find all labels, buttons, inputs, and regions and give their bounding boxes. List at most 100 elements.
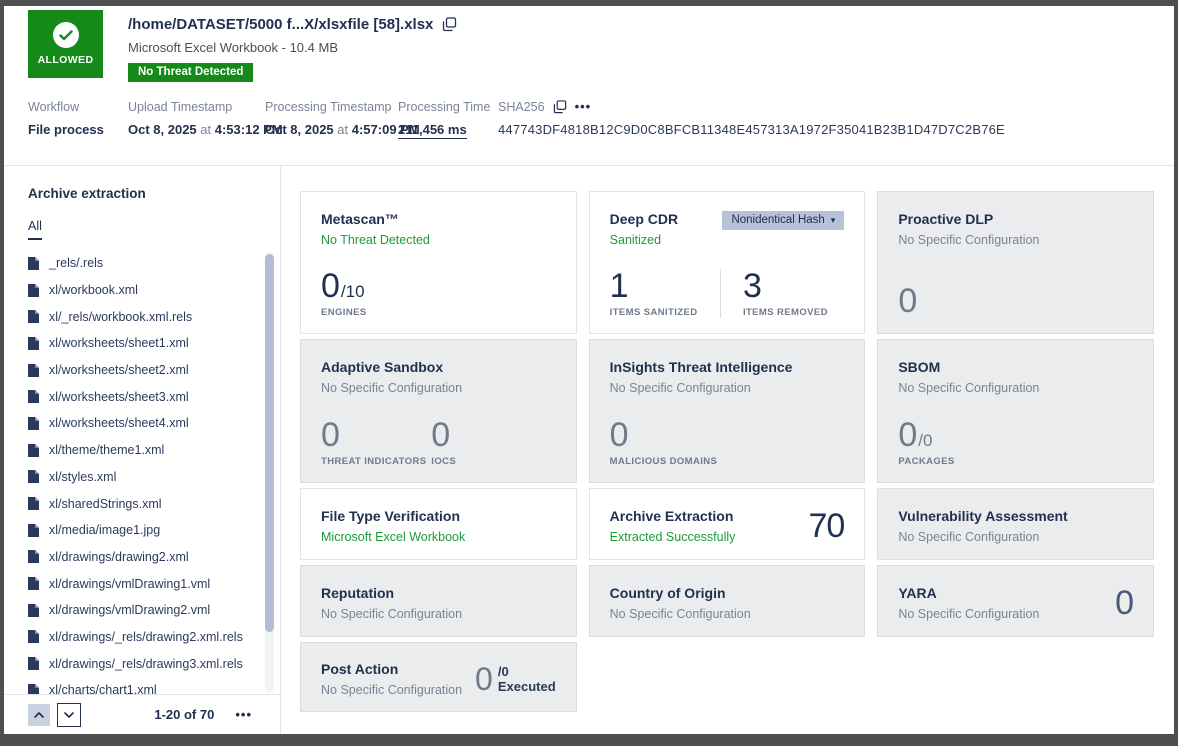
- post-action-suffix: /0: [497, 664, 509, 679]
- metascan-title: Metascan™: [321, 211, 399, 227]
- card-file-type-verification[interactable]: File Type Verification Microsoft Excel W…: [300, 488, 577, 560]
- sidebar-title: Archive extraction: [28, 186, 146, 201]
- vulnerability-assessment-status: No Specific Configuration: [898, 530, 1040, 544]
- card-reputation: Reputation No Specific Configuration: [300, 565, 577, 637]
- sbom-title: SBOM: [898, 359, 941, 375]
- file-list-item[interactable]: xl/worksheets/sheet4.xml: [28, 410, 258, 437]
- processing-duration-link[interactable]: 211,456 ms: [398, 122, 467, 139]
- threat-indicators-value: 0: [321, 416, 340, 454]
- file-icon: [28, 630, 39, 644]
- file-icon: [28, 256, 39, 270]
- card-deep-cdr[interactable]: Deep CDR Sanitized Nonidentical Hash ▾ 1 …: [588, 191, 866, 334]
- extracted-file-list: _rels/.rels xl/workbook.xml xl/_rels/wor…: [28, 250, 280, 694]
- upload-timestamp-label: Upload Timestamp: [128, 100, 233, 114]
- file-icon: [28, 390, 39, 404]
- file-list-item[interactable]: xl/_rels/workbook.xml.rels: [28, 303, 258, 330]
- file-list-item[interactable]: xl/worksheets/sheet2.xml: [28, 357, 258, 384]
- vulnerability-assessment-title: Vulnerability Assessment: [898, 508, 1068, 524]
- copy-sha256-icon[interactable]: [553, 100, 567, 114]
- reputation-status: No Specific Configuration: [321, 607, 463, 621]
- workflow-value: File process: [28, 122, 104, 137]
- card-archive-extraction[interactable]: Archive Extraction Extracted Successfull…: [588, 488, 866, 560]
- file-list-item[interactable]: xl/drawings/vmlDrawing1.vml: [28, 570, 258, 597]
- copy-path-icon[interactable]: [442, 17, 457, 32]
- page-up-button[interactable]: [28, 703, 50, 726]
- report-header: ALLOWED /home/DATASET/5000 f...X/xlsxfil…: [4, 6, 1174, 166]
- sidebar-scrollbar-track: [265, 252, 274, 692]
- archive-sidebar: Archive extraction All _rels/.rels xl/wo…: [4, 166, 281, 734]
- sbom-status: No Specific Configuration: [898, 381, 1040, 395]
- file-icon: [28, 470, 39, 484]
- file-list-item[interactable]: xl/drawings/vmlDrawing2.vml: [28, 597, 258, 624]
- processing-timestamp-label: Processing Timestamp: [265, 100, 392, 114]
- file-path-title: /home/DATASET/5000 f...X/xlsxfile [58].x…: [128, 16, 434, 33]
- nonidentical-hash-dropdown[interactable]: Nonidentical Hash ▾: [722, 211, 845, 230]
- reputation-title: Reputation: [321, 585, 395, 601]
- file-list-item[interactable]: xl/drawings/_rels/drawing2.xml.rels: [28, 624, 258, 651]
- processing-time-label: Processing Time: [398, 100, 491, 114]
- file-list-item[interactable]: xl/media/image1.jpg: [28, 517, 258, 544]
- file-list-item[interactable]: xl/workbook.xml: [28, 277, 258, 304]
- file-icon: [28, 283, 39, 297]
- card-country-of-origin: Country of Origin No Specific Configurat…: [588, 565, 866, 637]
- iocs-label: IOCS: [431, 456, 457, 467]
- more-hashes-icon[interactable]: •••: [574, 99, 592, 114]
- file-icon: [28, 657, 39, 671]
- file-list-item[interactable]: xl/charts/chart1.xml: [28, 677, 258, 694]
- file-list-item[interactable]: xl/worksheets/sheet3.xml: [28, 383, 258, 410]
- items-sanitized-label: ITEMS SANITIZED: [609, 307, 698, 318]
- metascan-status: No Threat Detected: [321, 233, 430, 247]
- file-list-item[interactable]: xl/drawings/drawing2.xml: [28, 544, 258, 571]
- threat-status-badge: No Threat Detected: [128, 63, 254, 82]
- items-removed-label: ITEMS REMOVED: [742, 307, 828, 318]
- card-proactive-dlp: Proactive DLP No Specific Configuration …: [877, 191, 1154, 334]
- page-down-button[interactable]: [57, 702, 81, 727]
- sidebar-scrollbar-thumb[interactable]: [265, 254, 274, 633]
- country-of-origin-status: No Specific Configuration: [609, 607, 751, 621]
- card-sbom: SBOM No Specific Configuration 0/0 PACKA…: [877, 339, 1154, 483]
- iocs-value: 0: [431, 416, 450, 454]
- tab-all[interactable]: All: [28, 219, 42, 240]
- file-icon: [28, 683, 39, 694]
- upload-timestamp-value: Oct 8, 2025 at 4:53:12 PM: [128, 122, 283, 137]
- file-list-item[interactable]: xl/sharedStrings.xml: [28, 490, 258, 517]
- proactive-dlp-value: 0: [898, 282, 917, 320]
- processing-timestamp-value: Oct 8, 2025 at 4:57:09 PM: [265, 122, 420, 137]
- deep-cdr-status: Sanitized: [609, 233, 662, 247]
- adaptive-sandbox-status: No Specific Configuration: [321, 381, 463, 395]
- file-list-item[interactable]: xl/drawings/_rels/drawing3.xml.rels: [28, 650, 258, 677]
- workflow-label: Workflow: [28, 100, 80, 114]
- file-type-size: Microsoft Excel Workbook - 10.4 MB: [128, 40, 338, 55]
- file-icon: [28, 550, 39, 564]
- packages-value: 0: [898, 416, 917, 454]
- file-icon: [28, 603, 39, 617]
- deep-cdr-title: Deep CDR: [609, 211, 679, 227]
- file-icon: [28, 577, 39, 591]
- file-list-item[interactable]: _rels/.rels: [28, 250, 258, 277]
- check-circle-icon: [52, 22, 79, 48]
- file-icon: [28, 336, 39, 350]
- file-icon: [28, 416, 39, 430]
- card-vulnerability-assessment: Vulnerability Assessment No Specific Con…: [877, 488, 1154, 560]
- archive-extraction-value: 70: [808, 506, 846, 545]
- packages-suffix: /0: [918, 431, 933, 450]
- card-yara: YARA No Specific Configuration 0: [877, 565, 1154, 637]
- metascan-value: 0: [321, 267, 340, 305]
- card-insights-threat-intelligence: InSights Threat Intelligence No Specific…: [588, 339, 866, 483]
- card-adaptive-sandbox: Adaptive Sandbox No Specific Configurati…: [300, 339, 577, 483]
- items-removed-value: 3: [742, 267, 762, 305]
- pagination-more-icon[interactable]: •••: [235, 706, 252, 722]
- file-list-item[interactable]: xl/theme/theme1.xml: [28, 437, 258, 464]
- file-list-item[interactable]: xl/worksheets/sheet1.xml: [28, 330, 258, 357]
- metascan-suffix: /10: [340, 282, 365, 301]
- post-action-suffix-label: Executed: [497, 679, 556, 694]
- yara-status: No Specific Configuration: [898, 607, 1040, 621]
- post-action-title: Post Action: [321, 661, 399, 677]
- card-metascan[interactable]: Metascan™ No Threat Detected 0/10 ENGINE…: [300, 191, 577, 334]
- proactive-dlp-status: No Specific Configuration: [898, 233, 1040, 247]
- country-of-origin-title: Country of Origin: [609, 585, 726, 601]
- file-list-item[interactable]: xl/styles.xml: [28, 464, 258, 491]
- archive-extraction-title: Archive Extraction: [609, 508, 734, 524]
- file-type-verification-title: File Type Verification: [321, 508, 461, 524]
